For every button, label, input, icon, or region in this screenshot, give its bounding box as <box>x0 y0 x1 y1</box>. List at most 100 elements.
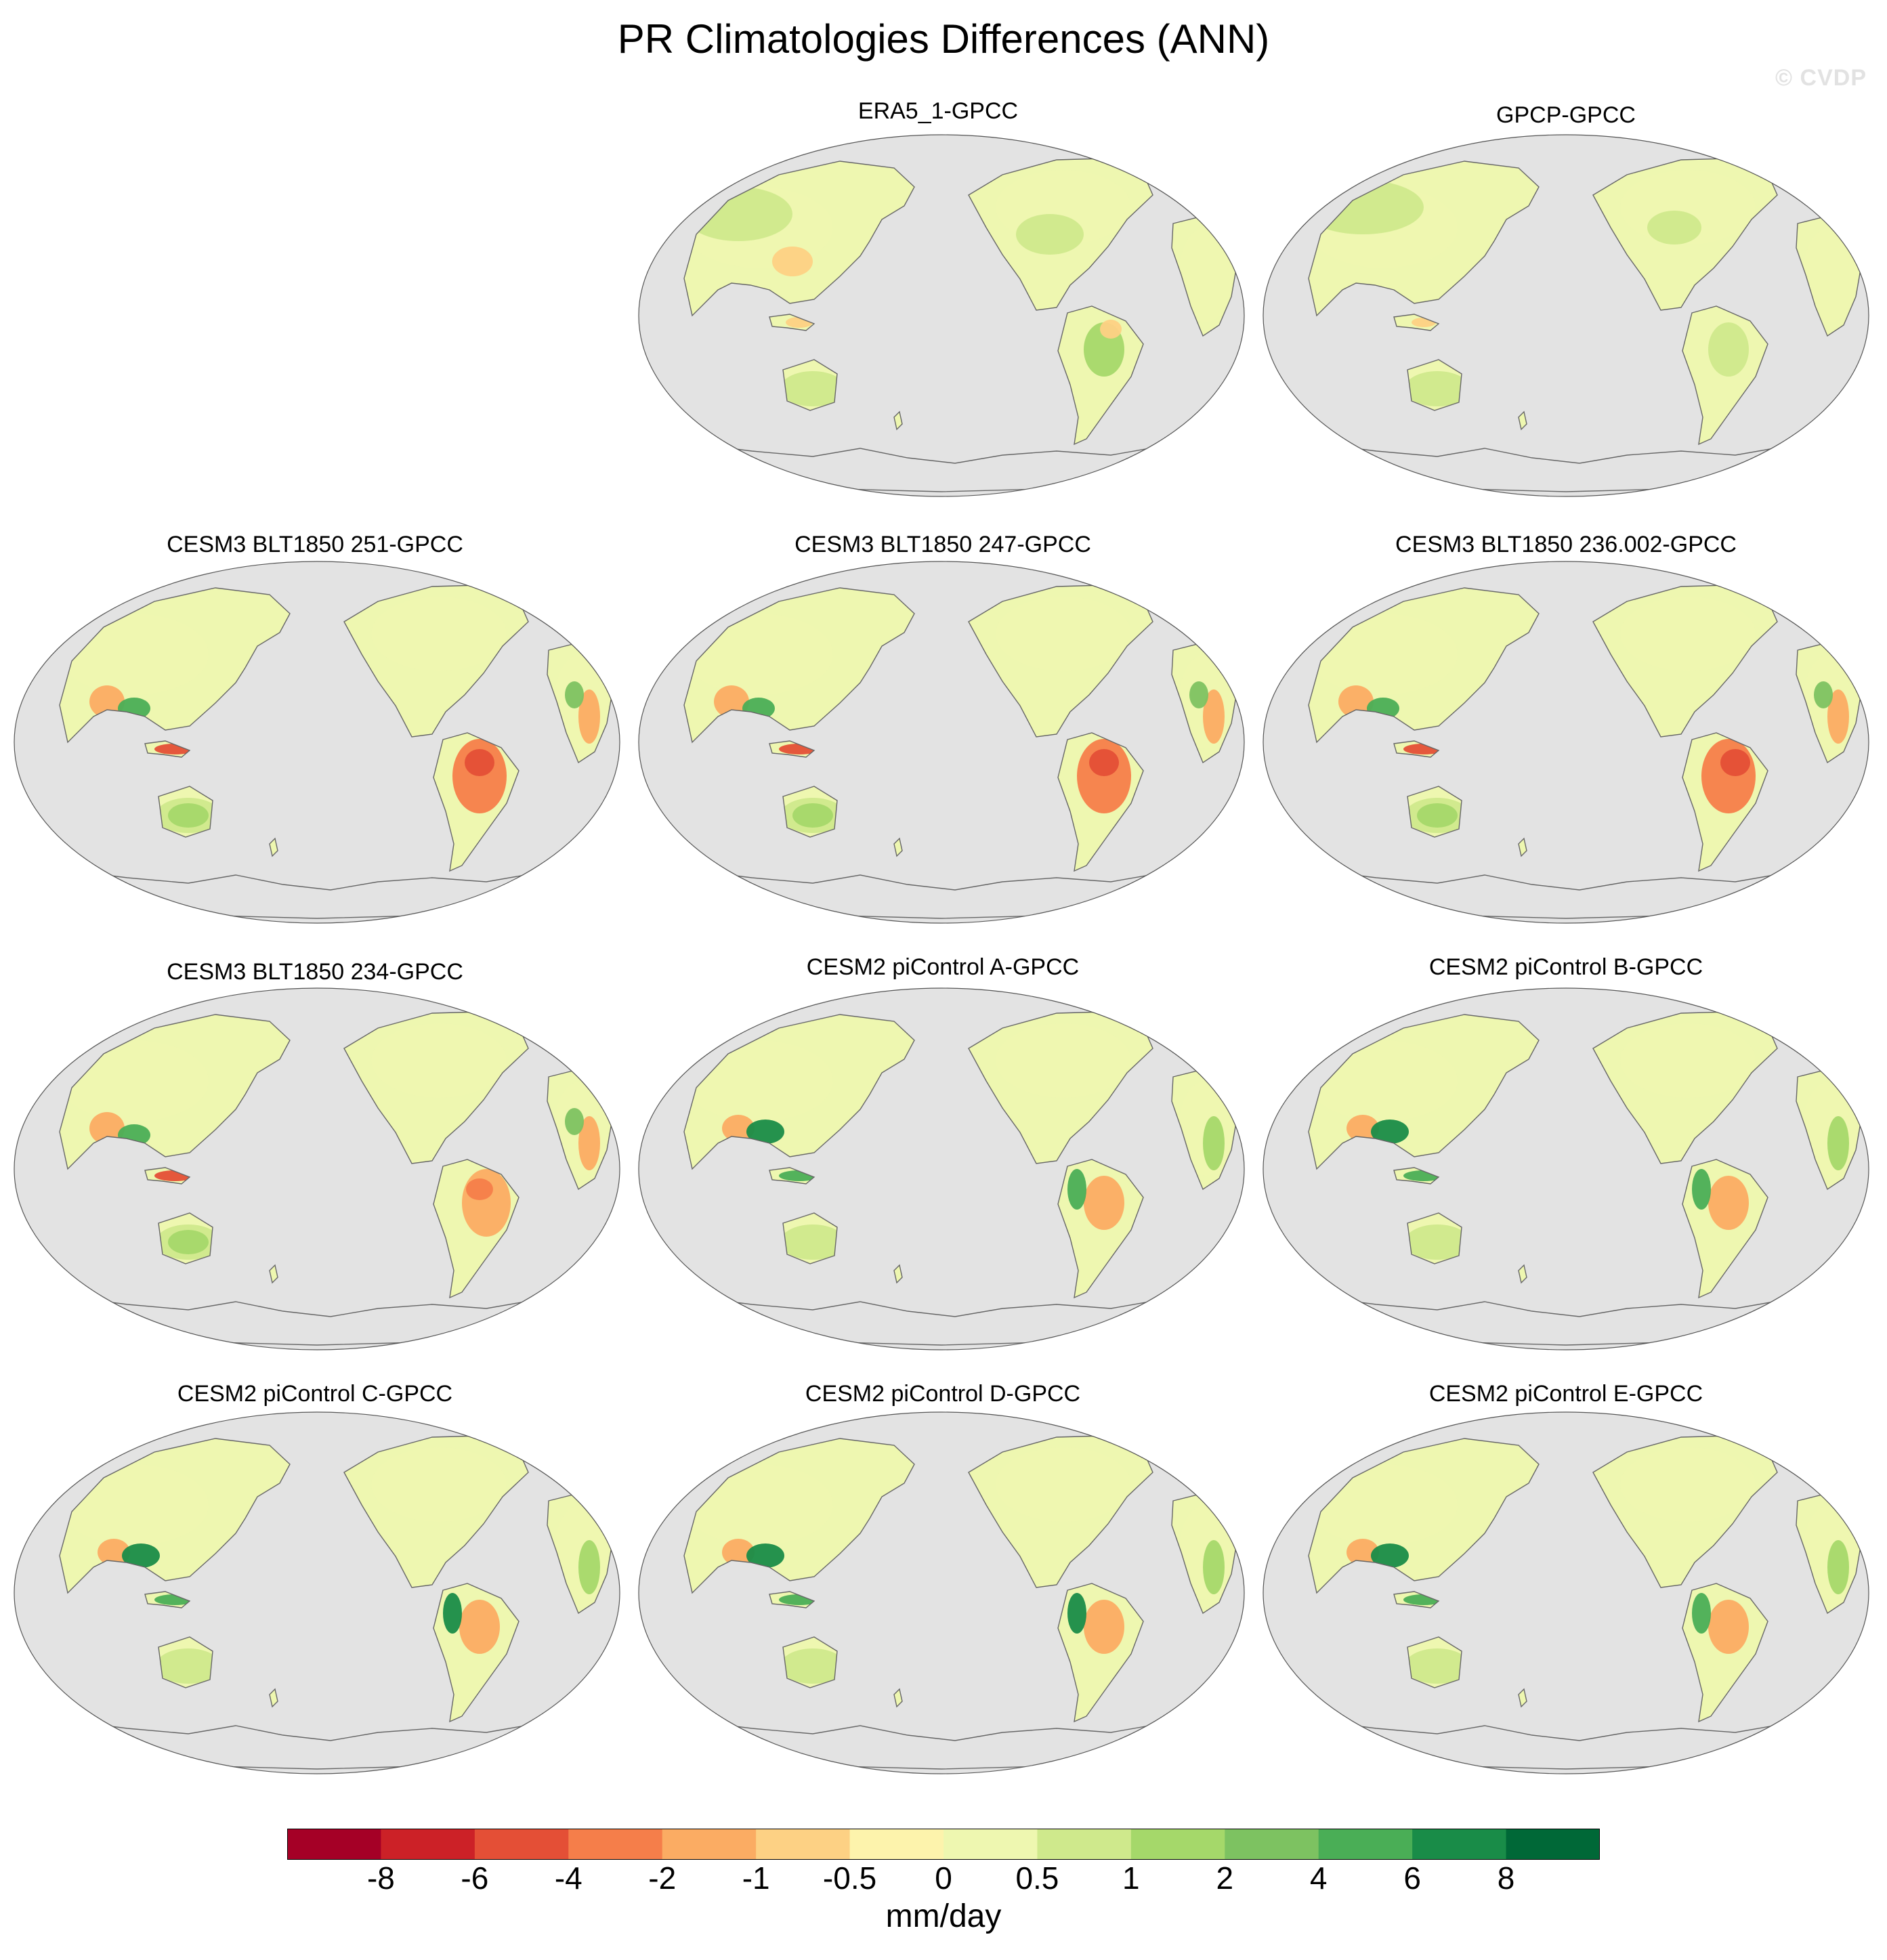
colorbar-tick-label: 0 <box>935 1860 952 1896</box>
anomaly-patch <box>1084 1600 1124 1654</box>
colorbar-swatch <box>1037 1829 1132 1860</box>
colorbar-swatch <box>1318 1829 1413 1860</box>
coastline-north-america-landmass <box>1592 1435 1778 1588</box>
colorbar-tick-label: 8 <box>1497 1860 1515 1896</box>
colorbar-tick-label: -1 <box>742 1860 770 1896</box>
map-gpcp <box>1263 134 1869 497</box>
anomaly-patch <box>1803 228 1857 322</box>
ocean-background <box>639 1412 1244 1774</box>
anomaly-patch <box>1203 1540 1225 1594</box>
coastline-australia-landmass <box>782 1636 838 1688</box>
colorbar <box>287 1829 1600 1860</box>
colorbar-swatch <box>568 1829 663 1860</box>
anomaly-patch <box>371 597 507 671</box>
anomaly-patch <box>1827 1116 1849 1170</box>
coastline-eurasia-landmass <box>59 587 291 744</box>
anomaly-patch <box>1309 1464 1458 1546</box>
coastline-eurasia-landmass <box>1308 161 1540 317</box>
anomaly-patch <box>684 614 833 695</box>
coastline-maritime-continent-landmass <box>1393 314 1440 331</box>
coastline-south-america-landmass <box>433 732 520 872</box>
anomaly-patch <box>772 247 813 276</box>
coastline-maritime-continent-landmass <box>144 740 191 758</box>
anomaly-patch <box>1089 749 1119 776</box>
anomaly-patch <box>1067 1169 1086 1210</box>
anomaly-patch <box>996 1447 1131 1522</box>
anomaly-patch <box>1405 1224 1470 1260</box>
map-blt247 <box>638 561 1245 924</box>
coastline-new-zealand-landmass <box>893 1688 903 1708</box>
anomaly-patch <box>714 685 749 718</box>
map-blt236 <box>1263 561 1869 924</box>
coastline-australia-landmass <box>782 359 838 411</box>
map-border <box>638 987 1245 1350</box>
map-border <box>1263 134 1869 497</box>
colorbar-swatch <box>474 1829 569 1860</box>
anomaly-patch <box>1203 689 1225 744</box>
anomaly-patch <box>578 1540 600 1594</box>
anomaly-patch <box>168 803 209 828</box>
anomaly-patch <box>565 1108 584 1135</box>
anomaly-patch <box>1647 211 1701 244</box>
anomaly-patch <box>1347 1115 1379 1142</box>
anomaly-patch <box>89 1112 125 1145</box>
coastline-new-zealand-landmass <box>269 1264 278 1284</box>
anomaly-patch <box>746 1543 784 1568</box>
anomaly-patch <box>722 1115 755 1142</box>
panel-title-blt251: CESM3 BLT1850 251-GPCC <box>167 532 463 557</box>
map-border <box>14 561 620 924</box>
coastline-south-america-landmass <box>1682 1583 1768 1723</box>
anomaly-patch <box>1309 614 1458 695</box>
colorbar-tick-label: -8 <box>366 1860 395 1896</box>
anomaly-patch <box>578 1116 600 1170</box>
coastline-north-america-landmass <box>1592 1011 1778 1164</box>
coastline-new-zealand-landmass <box>269 837 278 857</box>
anomaly-patch <box>89 685 125 718</box>
colorbar-swatch <box>381 1829 475 1860</box>
ocean-background <box>1263 1412 1869 1774</box>
anomaly-patch <box>465 749 494 776</box>
panel-title-picontrol-d: CESM2 piControl D-GPCC <box>805 1381 1081 1407</box>
anomaly-patch <box>1067 1593 1086 1634</box>
anomaly-patch <box>1338 685 1374 718</box>
coastline-maritime-continent-landmass <box>769 314 815 331</box>
coastline-south-america-landmass <box>1682 1159 1768 1299</box>
anomaly-patch <box>996 597 1131 671</box>
panel-title-gpcp: GPCP-GPCC <box>1496 102 1636 128</box>
colorbar-units: mm/day <box>885 1898 1002 1934</box>
anomaly-patch <box>1309 1040 1458 1122</box>
anomaly-patch <box>1371 1120 1409 1144</box>
figure-title: PR Climatologies Differences (ANN) <box>617 16 1270 62</box>
coastline-australia-landmass <box>1407 359 1462 411</box>
coastline-new-zealand-landmass <box>1518 1688 1527 1708</box>
panel-title-blt236: CESM3 BLT1850 236.002-GPCC <box>1395 532 1737 557</box>
ocean-background <box>1263 561 1869 923</box>
map-border <box>1263 987 1869 1350</box>
ocean-background <box>639 561 1244 923</box>
anomaly-patch <box>60 1464 209 1546</box>
anomaly-patch <box>60 1040 209 1122</box>
anomaly-patch <box>1708 1176 1749 1230</box>
anomaly-patch <box>1708 1600 1749 1654</box>
coastline-eurasia-landmass <box>1308 1014 1540 1170</box>
coastline-australia-landmass <box>782 1212 838 1264</box>
panel-title-era5: ERA5_1-GPCC <box>857 98 1019 124</box>
anomaly-patch <box>1100 320 1122 339</box>
coastline-eurasia-landmass <box>59 1014 291 1170</box>
anomaly-patch <box>1708 322 1749 377</box>
anomaly-patch <box>462 1169 511 1237</box>
map-picontrol-c <box>14 1411 620 1774</box>
coastline-north-america-landmass <box>968 158 1153 311</box>
anomaly-patch <box>1084 1176 1124 1230</box>
coastline-eurasia-landmass <box>683 161 915 317</box>
coastline-south-america-landmass <box>1057 1159 1144 1299</box>
colorbar-swatch <box>944 1829 1038 1860</box>
colorbar-tick-label: -4 <box>554 1860 582 1896</box>
coastline-south-america-landmass <box>1057 732 1144 872</box>
coastline-new-zealand-landmass <box>1518 837 1527 857</box>
map-picontrol-d <box>638 1411 1245 1774</box>
coastline-south-america-landmass <box>1057 1583 1144 1723</box>
coastline-eurasia-landmass <box>1308 1438 1540 1594</box>
coastline-maritime-continent-landmass <box>144 1591 191 1609</box>
map-picontrol-e <box>1263 1411 1869 1774</box>
